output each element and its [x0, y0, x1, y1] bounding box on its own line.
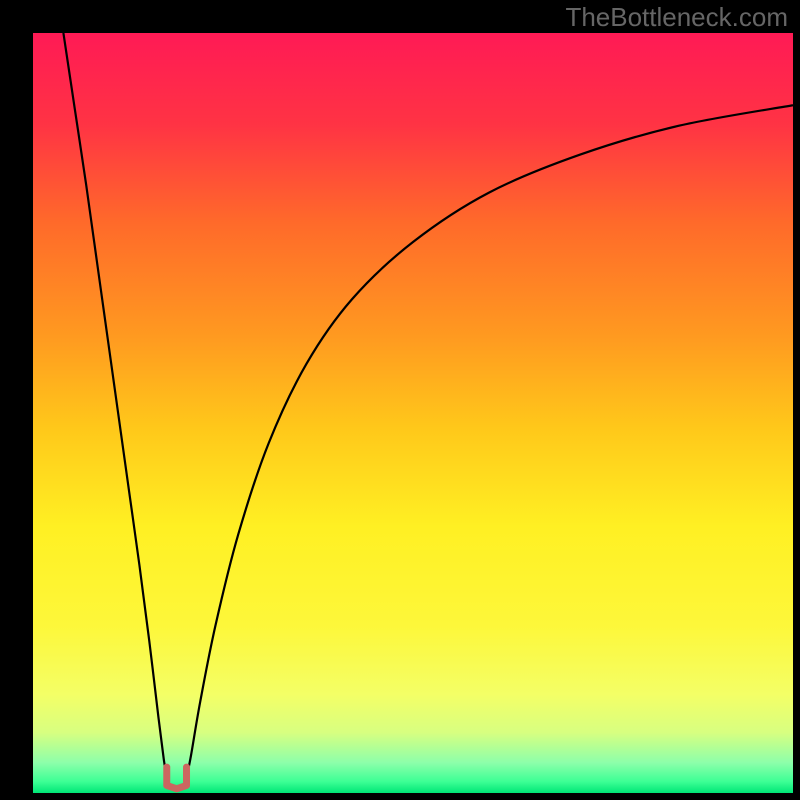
gradient-background — [33, 33, 793, 793]
chart-root: TheBottleneck.com — [0, 0, 800, 800]
watermark-text: TheBottleneck.com — [565, 2, 788, 33]
plot-svg — [33, 33, 793, 793]
gradient-plot-area — [33, 33, 793, 793]
